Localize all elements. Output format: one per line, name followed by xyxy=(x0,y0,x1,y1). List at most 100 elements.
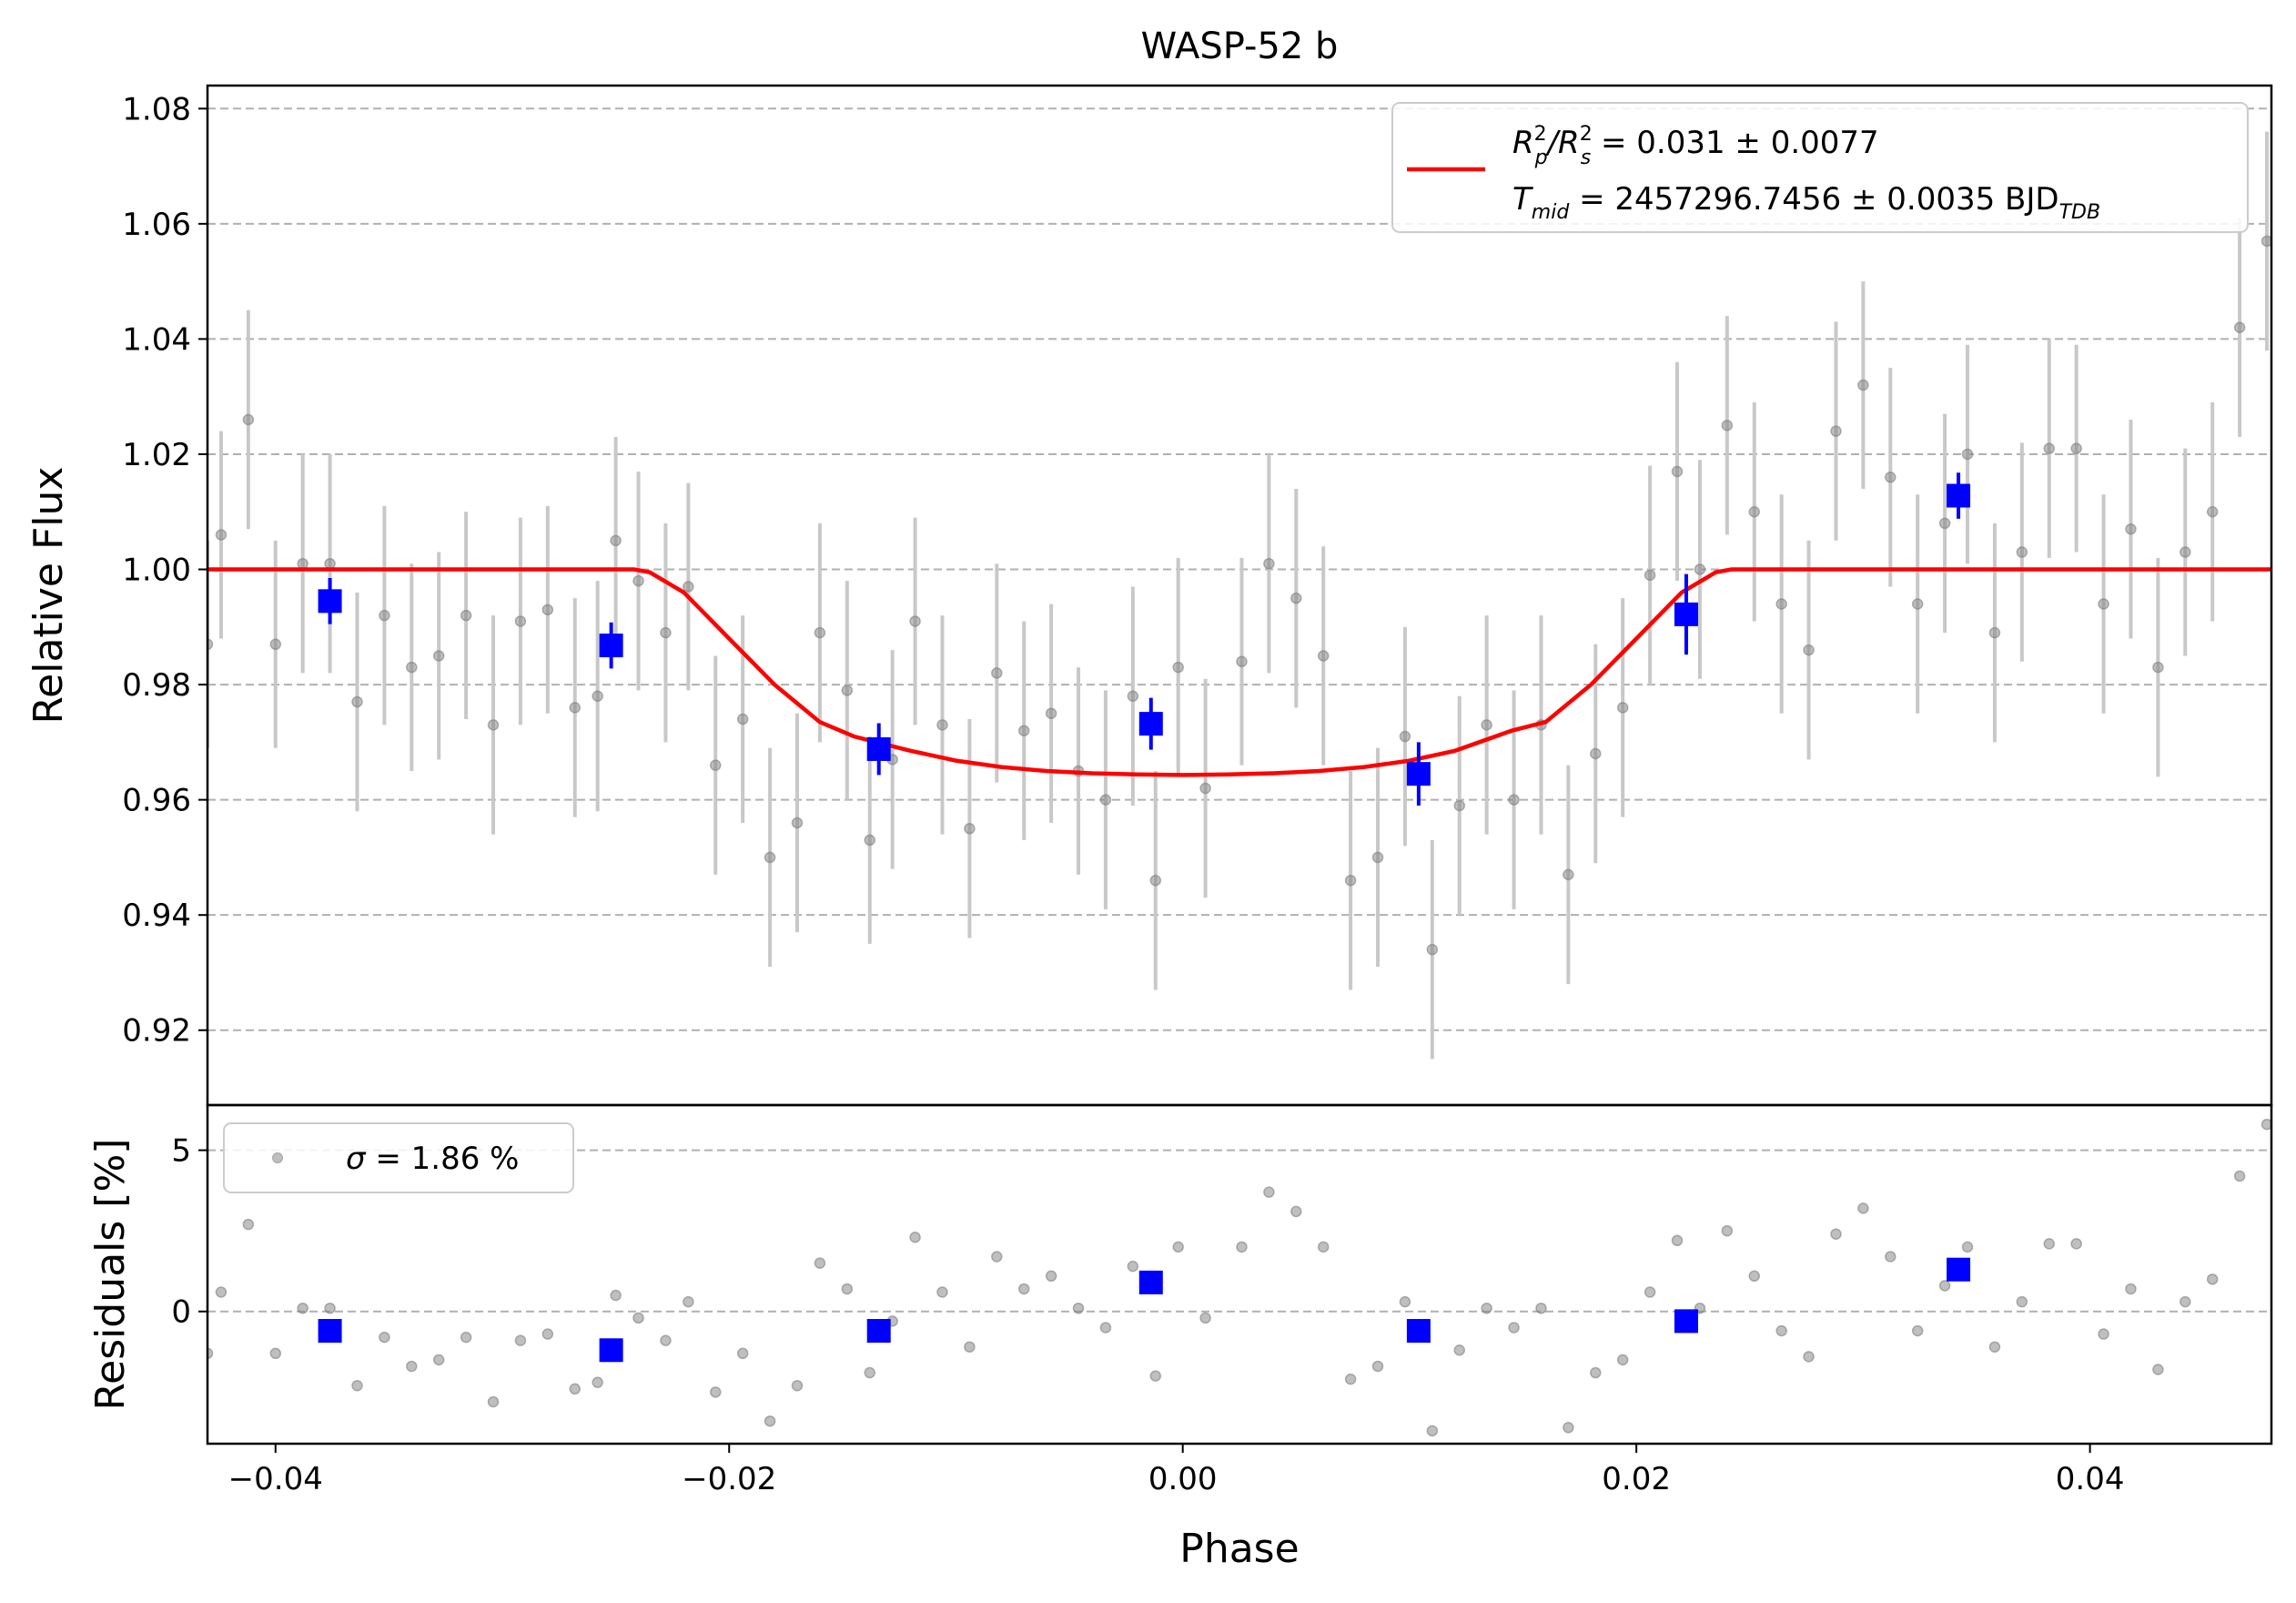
raw-point xyxy=(541,604,554,616)
top-y-axis-label: Relative Flux xyxy=(25,467,72,725)
x-tick-label: −0.02 xyxy=(682,1461,776,1497)
residual-point xyxy=(1938,1280,1951,1292)
residual-point xyxy=(2070,1238,2082,1250)
raw-point xyxy=(1938,517,1951,530)
residual-point xyxy=(351,1379,363,1392)
top-panel-y-ticks: 0.92 0.94 0.96 0.98 1.00 1.02 1.04 1.06 1.08 xyxy=(122,91,207,1050)
raw-point xyxy=(864,834,876,847)
bottom-y-tick-label: 0 xyxy=(171,1294,191,1331)
raw-point xyxy=(487,719,500,731)
residual-point xyxy=(1317,1241,1330,1253)
raw-point xyxy=(1317,650,1330,662)
residual-point xyxy=(207,1347,214,1360)
residual-point xyxy=(660,1334,672,1346)
residual-point xyxy=(1748,1270,1761,1283)
top-legend-entry-mid-time: Tmid = 2457296.7456 ± 0.0035 BJDTDB xyxy=(1512,181,2100,224)
residual-point xyxy=(2098,1328,2109,1340)
residual-point xyxy=(324,1302,336,1314)
residual-point xyxy=(964,1341,976,1353)
residual-point xyxy=(1072,1302,1085,1314)
top-legend-entry-radius-ratio: R2 p/R2 s = 0.031 ± 0.0077 xyxy=(1512,123,1879,169)
raw-point xyxy=(269,638,282,651)
residual-point xyxy=(1426,1425,1439,1437)
raw-point xyxy=(460,609,472,622)
bottom-legend-entry-sigma: σ = 1.86 % xyxy=(346,1141,519,1177)
bottom-legend-box xyxy=(223,1122,574,1193)
raw-point xyxy=(1671,465,1684,478)
raw-point xyxy=(1590,747,1602,760)
raw-point xyxy=(1127,690,1139,702)
residual-point xyxy=(297,1302,308,1314)
residual-point xyxy=(2043,1238,2056,1250)
raw-point xyxy=(1911,598,1924,610)
residual-point xyxy=(864,1366,876,1379)
residual-point xyxy=(1263,1186,1275,1198)
raw-point xyxy=(936,719,948,731)
raw-point xyxy=(1481,719,1492,731)
raw-point xyxy=(242,413,255,426)
residual-point xyxy=(1236,1241,1248,1253)
raw-point xyxy=(1399,730,1411,743)
raw-point xyxy=(514,615,527,627)
raw-point xyxy=(909,615,921,627)
residual-point xyxy=(1045,1270,1057,1283)
chart-title: WASP-52 b xyxy=(1141,25,1339,67)
binned-point xyxy=(599,634,623,658)
top-y-tick-label: 1.00 xyxy=(122,553,191,589)
raw-point xyxy=(991,667,1003,679)
residual-point xyxy=(2180,1295,2191,1308)
residual-point xyxy=(1590,1366,1602,1379)
raw-point xyxy=(1644,569,1656,582)
raw-point xyxy=(1775,598,1787,610)
residual-point xyxy=(242,1218,255,1231)
binned-residual-points xyxy=(318,1257,1971,1363)
residual-point xyxy=(632,1312,644,1324)
raw-point xyxy=(2070,442,2082,454)
residual-point xyxy=(487,1395,500,1408)
raw-point xyxy=(1290,592,1302,604)
raw-point xyxy=(1616,702,1629,714)
raw-point xyxy=(1263,557,1275,570)
residual-point xyxy=(1199,1312,1211,1324)
residual-point xyxy=(541,1328,554,1340)
residual-point xyxy=(764,1415,776,1427)
residual-point xyxy=(1775,1324,1787,1337)
residual-point xyxy=(2125,1283,2137,1295)
residual-point xyxy=(1857,1202,1869,1214)
residual-point xyxy=(1988,1341,2001,1353)
raw-point xyxy=(610,534,622,547)
raw-points xyxy=(207,235,2271,956)
raw-point xyxy=(814,626,826,639)
raw-point xyxy=(964,823,976,835)
binned-residual-point xyxy=(1674,1309,1698,1334)
residual-point xyxy=(1508,1322,1520,1334)
residual-point xyxy=(1535,1302,1547,1314)
residual-point xyxy=(936,1286,948,1298)
raw-point xyxy=(2152,661,2164,674)
residual-point xyxy=(683,1295,694,1308)
raw-point xyxy=(2206,505,2219,518)
raw-point xyxy=(297,557,308,570)
residual-point xyxy=(1644,1286,1656,1298)
residual-point xyxy=(1344,1373,1357,1385)
bottom-panel-plot-area xyxy=(207,1119,2271,1437)
raw-point xyxy=(1199,782,1211,795)
x-axis-label: Phase xyxy=(1179,1526,1299,1572)
raw-point xyxy=(1803,644,1815,656)
raw-point xyxy=(632,574,644,587)
top-y-tick-label: 0.98 xyxy=(122,667,191,704)
binned-residual-point xyxy=(318,1319,342,1343)
raw-point xyxy=(569,702,582,714)
residual-point xyxy=(406,1360,418,1373)
top-y-tick-label: 1.02 xyxy=(122,437,191,473)
raw-point xyxy=(1172,661,1184,674)
raw-point xyxy=(2098,598,2109,610)
binned-residual-point xyxy=(599,1338,623,1363)
x-tick-label: 0.00 xyxy=(1148,1461,1218,1497)
residual-point xyxy=(1399,1295,1411,1308)
binned-point xyxy=(1947,483,1971,508)
binned-residual-point xyxy=(1406,1319,1431,1343)
raw-point xyxy=(1236,655,1248,668)
bottom-y-axis-label: Residuals [%] xyxy=(87,1139,134,1411)
